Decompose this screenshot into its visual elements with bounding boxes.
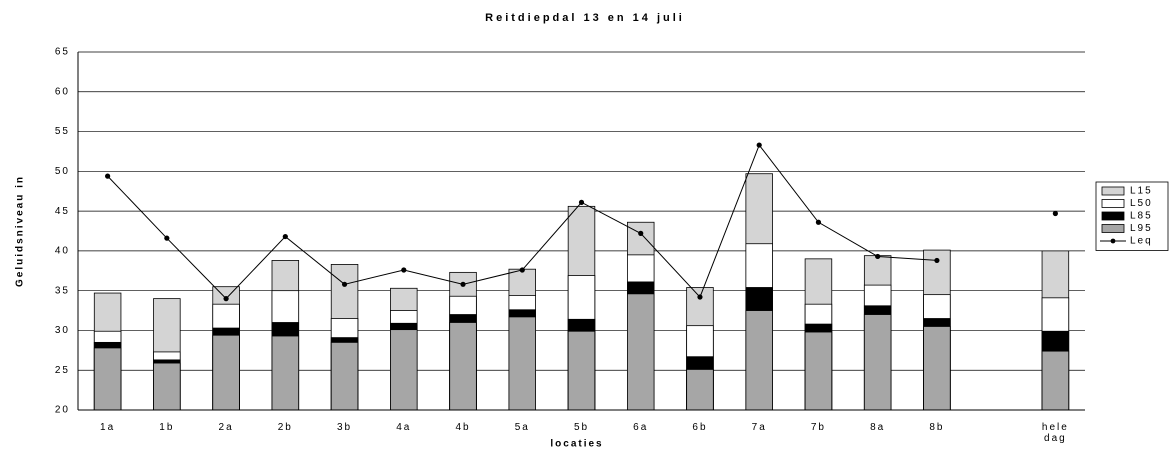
y-tick-label: 65 [55, 47, 70, 58]
x-tick-label: hele dag [1041, 422, 1069, 444]
y-axis-title: Geluidsniveau in [15, 175, 26, 287]
x-tick-label: 6a [633, 422, 649, 433]
legend-swatch [1101, 199, 1125, 208]
bar [627, 293, 655, 411]
bar [449, 322, 477, 411]
bar [1041, 350, 1070, 411]
point [638, 230, 644, 236]
y-tick-label: 35 [55, 285, 70, 296]
legend-swatch [1101, 224, 1125, 233]
point [223, 296, 229, 302]
point [1052, 210, 1058, 217]
point [341, 281, 348, 287]
bar [93, 347, 122, 411]
bar [567, 330, 596, 411]
legend-label: L15 [1130, 186, 1153, 197]
bar [508, 316, 536, 411]
y-tick-label: 50 [55, 166, 70, 177]
x-tick-label: 5a [514, 422, 530, 433]
point [164, 235, 170, 241]
y-tick-label: 45 [55, 206, 70, 217]
legend-label: Leq [1130, 236, 1153, 247]
legend-label: L95 [1130, 223, 1153, 234]
point [519, 267, 525, 273]
point [282, 233, 288, 240]
x-tick-label: 8b [929, 422, 945, 433]
legend-label: L85 [1130, 211, 1153, 222]
bar [390, 329, 418, 411]
point [875, 253, 881, 260]
x-tick-label: 2a [218, 422, 234, 433]
y-tick-label: 25 [55, 365, 70, 376]
y-tick-label: 55 [55, 126, 70, 137]
point [934, 257, 940, 264]
legend-label: L50 [1130, 198, 1153, 209]
point [460, 281, 466, 287]
x-tick-label: 7a [751, 422, 767, 433]
point [756, 142, 762, 148]
bar [745, 310, 773, 411]
bar [863, 314, 892, 411]
x-tick-label: 7b [810, 422, 826, 433]
x-tick-label: 1b [159, 422, 175, 433]
x-tick-label: 3b [336, 422, 353, 433]
bar [804, 331, 833, 411]
bar [271, 335, 300, 411]
y-tick-label: 60 [55, 86, 70, 97]
y-tick-label: 30 [55, 325, 70, 336]
x-tick-label: 2b [277, 422, 293, 433]
y-tick-label: 40 [55, 246, 70, 257]
x-tick-label: 6b [692, 422, 708, 433]
x-tick-label: 4b [455, 422, 471, 433]
legend-swatch [1101, 186, 1125, 196]
x-tick-label: 5b [573, 422, 590, 433]
bar [686, 369, 714, 411]
x-tick-label: 4a [396, 422, 412, 433]
point [105, 173, 111, 179]
x-tick-label: 1a [100, 422, 116, 433]
legend-swatch [1101, 211, 1125, 221]
x-axis-title: locaties [550, 439, 603, 450]
bar [153, 362, 181, 411]
chart-title: Reitdiepdal 13 en 14 juli [485, 12, 685, 24]
bar [330, 341, 359, 411]
legend-point [1110, 238, 1116, 244]
point [401, 267, 407, 273]
point [697, 294, 703, 300]
y-tick-label: 20 [55, 405, 70, 416]
x-tick-label: 8a [870, 422, 886, 433]
point [578, 199, 585, 205]
point [815, 219, 822, 225]
bar [923, 326, 951, 411]
bar [212, 334, 240, 411]
